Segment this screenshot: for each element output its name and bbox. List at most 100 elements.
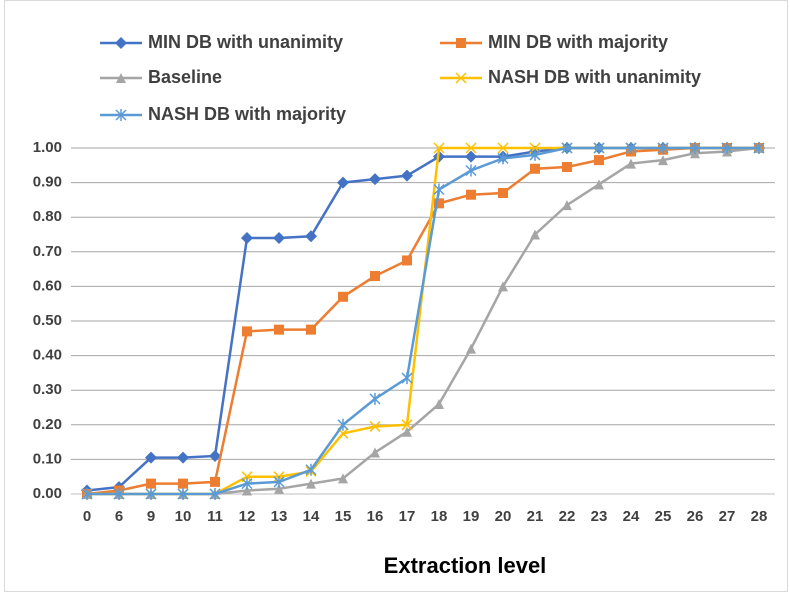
marker [465, 150, 477, 163]
x-tick-label: 20 [495, 508, 512, 525]
x-tick-label: 11 [207, 508, 223, 525]
marker [465, 142, 477, 154]
marker [274, 483, 284, 494]
x-tick-label: 19 [463, 508, 480, 525]
legend-label: MIN DB with unanimity [148, 32, 343, 52]
x-tick-label: 0 [83, 508, 91, 525]
marker [177, 488, 189, 500]
marker [625, 142, 637, 154]
marker [273, 475, 285, 488]
y-tick-label: 0.40 [33, 347, 62, 364]
marker [115, 109, 127, 121]
marker [562, 200, 572, 211]
marker [145, 451, 157, 464]
marker [497, 152, 509, 165]
marker [530, 163, 540, 174]
marker [497, 142, 509, 154]
y-tick-label: 0.20 [33, 416, 62, 433]
legend-entry: NASH DB with unanimity [440, 67, 701, 87]
marker [402, 255, 412, 266]
y-tick-label: 0.80 [33, 208, 62, 225]
marker [274, 324, 284, 335]
x-tick-label: 24 [623, 508, 640, 525]
marker [209, 488, 221, 500]
y-tick-label: 0.30 [33, 381, 62, 398]
marker [306, 324, 316, 335]
y-tick-label: 0.60 [33, 277, 62, 294]
marker [498, 281, 508, 292]
x-tick-label: 27 [719, 508, 736, 525]
marker [177, 451, 189, 464]
marker [562, 162, 572, 173]
marker [370, 271, 380, 282]
series-line [87, 146, 759, 496]
marker [401, 372, 413, 385]
marker [273, 231, 285, 244]
marker [593, 142, 605, 154]
marker [594, 155, 604, 166]
marker [113, 488, 125, 500]
x-axis-title: Extraction level [384, 553, 547, 578]
marker [116, 73, 126, 83]
marker [465, 164, 477, 177]
marker [306, 478, 316, 489]
x-tick-label: 14 [303, 508, 320, 525]
series-line [86, 146, 759, 496]
marker [401, 169, 413, 182]
x-tick-label: 13 [271, 508, 288, 525]
marker [401, 419, 413, 431]
x-tick-label: 17 [399, 508, 416, 525]
y-tick-label: 1.00 [33, 139, 62, 156]
marker [561, 142, 573, 154]
y-tick-label: 0.00 [33, 485, 62, 502]
legend-entry: NASH DB with majority [100, 104, 346, 124]
marker [210, 476, 220, 487]
marker [369, 392, 381, 405]
marker [145, 488, 157, 500]
marker [433, 183, 445, 196]
x-tick-label: 23 [591, 508, 608, 525]
chart-border [4, 0, 788, 592]
marker [369, 420, 381, 433]
marker [466, 343, 476, 354]
marker [305, 230, 317, 243]
marker [242, 326, 252, 337]
x-tick-label: 16 [367, 508, 384, 525]
marker [594, 179, 604, 190]
marker [529, 148, 541, 161]
marker [241, 231, 253, 244]
marker [305, 463, 317, 476]
x-tick-label: 15 [335, 508, 352, 525]
marker [115, 37, 127, 49]
legend-entry: Baseline [100, 67, 222, 87]
legend-label: NASH DB with majority [148, 104, 346, 124]
x-tick-label: 10 [175, 508, 192, 525]
marker [753, 142, 765, 154]
marker [338, 473, 348, 484]
y-tick-label: 0.50 [33, 312, 62, 329]
legend-label: MIN DB with majority [488, 32, 668, 52]
marker [178, 478, 188, 489]
marker [689, 142, 701, 154]
x-tick-label: 12 [239, 508, 256, 525]
marker [626, 158, 636, 169]
marker [402, 426, 412, 437]
legend-entry: MIN DB with majority [440, 32, 668, 52]
marker [498, 187, 508, 198]
marker [466, 189, 476, 200]
x-tick-label: 18 [431, 508, 448, 525]
marker [456, 38, 466, 48]
marker [530, 229, 540, 240]
legend-label: NASH DB with unanimity [488, 67, 701, 87]
marker [146, 478, 156, 489]
marker [455, 72, 467, 84]
marker [81, 488, 93, 500]
x-tick-label: 6 [115, 508, 123, 525]
x-tick-label: 9 [147, 508, 155, 525]
x-tick-label: 26 [687, 508, 704, 525]
marker [434, 198, 444, 209]
y-tick-label: 0.70 [33, 243, 62, 260]
marker [658, 155, 668, 166]
x-tick-label: 25 [655, 508, 672, 525]
